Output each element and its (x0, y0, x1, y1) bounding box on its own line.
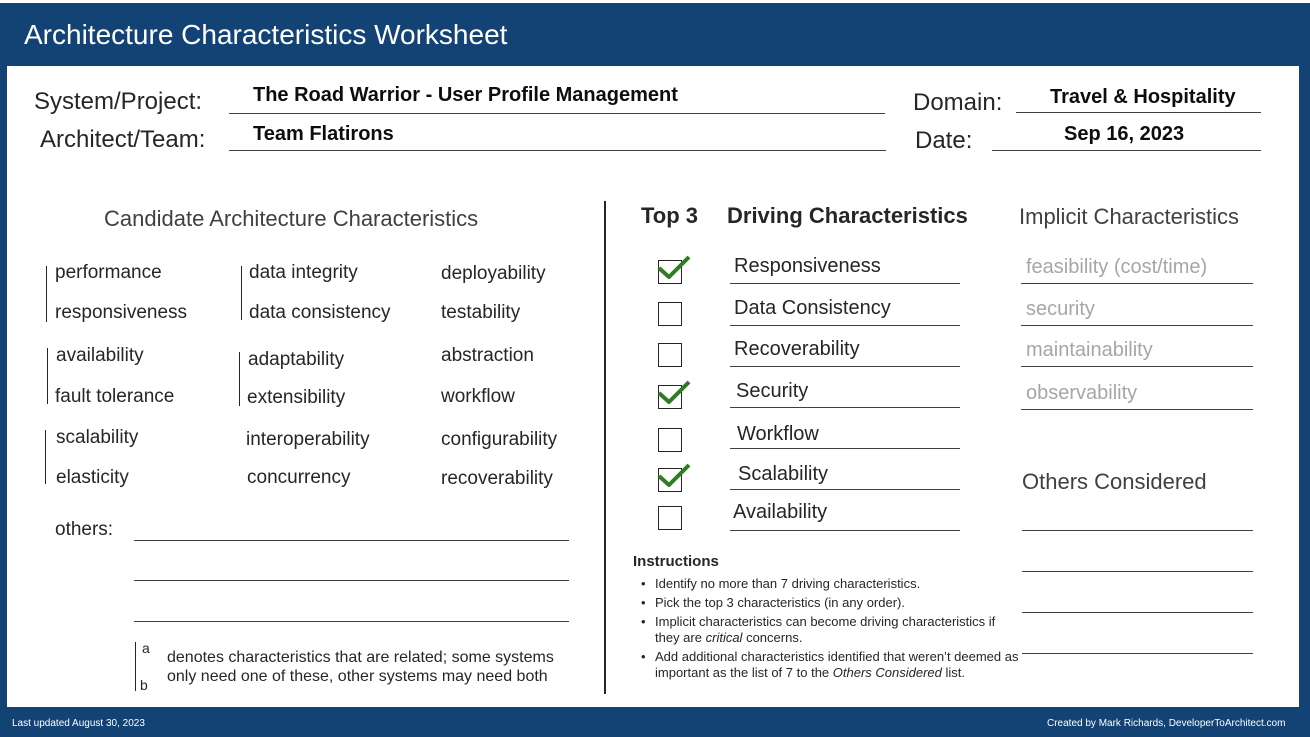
driving-item-label: Security (736, 380, 809, 402)
checkmark-icon (657, 463, 691, 487)
architect-team-label: Architect/Team: (40, 126, 206, 153)
driving-item-label: Data Consistency (734, 297, 891, 319)
instructions-title: Instructions (633, 553, 719, 570)
driving-section-title: Driving Characteristics (727, 203, 968, 228)
candidate-data-integrity: data integrity (249, 262, 358, 283)
implicit-underline (1021, 283, 1253, 284)
others-considered-line[interactable] (1022, 612, 1253, 613)
candidate-data-consistency: data consistency (249, 302, 391, 323)
implicit-underline (1021, 325, 1253, 326)
candidate-responsiveness: responsiveness (55, 302, 188, 323)
candidate-abstraction: abstraction (441, 345, 534, 366)
candidate-elasticity: elasticity (56, 467, 129, 488)
related-bracket (239, 352, 240, 406)
legend-line-2: only need one of these, other systems ma… (167, 668, 548, 685)
candidate-recoverability: recoverability (441, 468, 553, 489)
others-considered-line[interactable] (1022, 571, 1253, 572)
domain-value: Travel & Hospitality (1050, 86, 1236, 108)
related-bracket (241, 266, 242, 320)
architect-team-underline (229, 150, 886, 151)
domain-label: Domain: (913, 89, 1003, 116)
footer-updated: Last updated August 30, 2023 (12, 718, 145, 729)
date-label: Date: (915, 127, 973, 154)
legend-a-marker: a (142, 640, 150, 656)
section-divider (604, 201, 606, 694)
implicit-item: feasibility (cost/time) (1026, 256, 1208, 278)
others-line[interactable] (134, 540, 569, 541)
related-bracket (45, 430, 46, 484)
footer-credit: Created by Mark Richards, DeveloperToArc… (1047, 718, 1286, 729)
driving-item-underline (730, 407, 960, 408)
system-project-label: System/Project: (34, 88, 203, 115)
candidate-scalability: scalability (56, 427, 139, 448)
others-considered-line[interactable] (1022, 653, 1253, 654)
legend-bracket (135, 642, 136, 691)
driving-checkbox[interactable] (658, 506, 682, 530)
date-underline (992, 150, 1261, 151)
driving-item-label: Scalability (738, 463, 829, 485)
candidate-extensibility: extensibility (247, 387, 346, 408)
driving-item-underline (730, 530, 960, 531)
driving-item-underline (730, 366, 960, 367)
checkmark-icon (657, 255, 691, 279)
driving-item-underline (730, 489, 960, 490)
implicit-item: maintainability (1026, 339, 1153, 361)
others-considered-title: Others Considered (1022, 469, 1207, 494)
candidate-concurrency: concurrency (247, 467, 351, 488)
candidate-interoperability: interoperability (246, 429, 370, 450)
driving-item-underline (730, 283, 960, 284)
checkmark-icon (657, 380, 691, 404)
instruction-item: Identify no more than 7 driving characte… (633, 576, 1023, 592)
candidate-workflow: workflow (441, 386, 515, 407)
others-line[interactable] (134, 580, 569, 581)
system-project-underline (229, 113, 885, 114)
driving-item-label: Recoverability (734, 338, 860, 360)
implicit-item: observability (1026, 382, 1138, 404)
driving-item-underline (730, 325, 960, 326)
date-value: Sep 16, 2023 (1064, 123, 1185, 145)
others-considered-line[interactable] (1022, 530, 1253, 531)
legend-line-1: denotes characteristics that are related… (167, 649, 554, 666)
implicit-underline (1021, 366, 1253, 367)
driving-item-label: Responsiveness (734, 255, 881, 277)
implicit-underline (1021, 409, 1253, 410)
driving-checkbox[interactable] (658, 302, 682, 326)
driving-item-label: Availability (733, 501, 828, 523)
architect-team-value: Team Flatirons (253, 123, 394, 145)
candidate-deployability: deployability (441, 263, 546, 284)
driving-checkbox[interactable] (658, 343, 682, 367)
instruction-item: Pick the top 3 characteristics (in any o… (633, 595, 1023, 611)
domain-underline (1016, 112, 1261, 113)
top3-label: Top 3 (641, 203, 699, 228)
driving-checkbox[interactable] (658, 428, 682, 452)
candidate-testability: testability (441, 302, 521, 323)
candidate-adaptability: adaptability (248, 349, 345, 370)
others-line[interactable] (134, 621, 569, 622)
candidate-availability: availability (56, 345, 144, 366)
legend-b-marker: b (140, 677, 148, 693)
candidate-configurability: configurability (441, 429, 558, 450)
driving-item-label: Workflow (737, 423, 819, 445)
candidate-fault-tolerance: fault tolerance (55, 386, 175, 407)
page-title: Architecture Characteristics Worksheet (24, 19, 508, 50)
implicit-section-title: Implicit Characteristics (1019, 204, 1240, 229)
candidate-performance: performance (55, 262, 162, 283)
driving-item-underline (730, 448, 960, 449)
candidate-section-title: Candidate Architecture Characteristics (104, 206, 479, 231)
instructions-list: Identify no more than 7 driving characte… (633, 576, 1023, 684)
implicit-item: security (1026, 298, 1095, 320)
instruction-item: Add additional characteristics identifie… (633, 649, 1023, 681)
related-bracket (46, 266, 47, 322)
related-bracket (47, 348, 48, 404)
instruction-item: Implicit characteristics can become driv… (633, 614, 1023, 646)
others-label: others: (55, 519, 114, 540)
system-project-value: The Road Warrior - User Profile Manageme… (253, 84, 678, 106)
